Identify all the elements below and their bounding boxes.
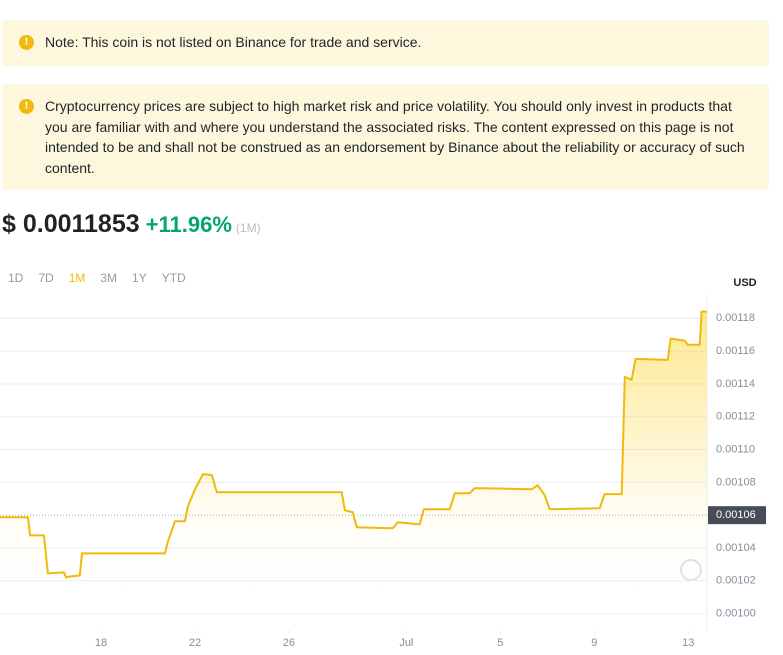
range-tabs: 1D 7D 1M 3M 1Y YTD (8, 271, 201, 285)
x-tick-label: 9 (591, 637, 597, 649)
range-tab[interactable]: 1D (8, 271, 24, 285)
x-tick-label: 26 (283, 637, 295, 649)
y-tick-label: 0.00106 (716, 509, 756, 521)
y-tick-label: 0.00108 (716, 476, 756, 488)
y-tick-label: 0.00100 (716, 608, 756, 620)
x-tick-label: 13 (682, 637, 694, 649)
x-tick-label: 18 (95, 637, 107, 649)
y-axis-label: USD (733, 277, 756, 289)
tick-highlight (708, 506, 766, 525)
price-area (0, 311, 707, 630)
x-tick-label: 5 (497, 637, 503, 649)
note-text: Note: This coin is not listed on Binance… (45, 34, 422, 50)
y-tick-label: 0.00112 (716, 411, 755, 423)
y-tick-label: 0.00116 (716, 345, 755, 357)
y-tick-label: 0.00104 (716, 542, 756, 554)
range-tab[interactable]: 7D (38, 271, 54, 285)
note-box: ! Note: This coin is not listed on Binanc… (2, 20, 769, 66)
price-value: $ 0.0011853 (2, 210, 140, 238)
range-tab[interactable]: YTD (161, 271, 186, 285)
range-tab[interactable]: 1M (68, 271, 86, 285)
price-line (0, 310, 707, 579)
y-tick-label: 0.00110 (716, 443, 755, 455)
price-change: +11.96% (145, 212, 232, 237)
price-row: $ 0.0011853 +11.96% (1M) (2, 210, 261, 239)
y-tick-label: 0.00118 (716, 312, 755, 324)
price-period: (1M) (235, 221, 261, 235)
range-tab[interactable]: 3M (100, 271, 118, 285)
x-tick-label: Jul (399, 637, 413, 649)
y-tick-label: 0.00114 (716, 378, 755, 390)
risk-text: Cryptocurrency prices are subject to hig… (45, 98, 745, 176)
risk-box: ! Cryptocurrency prices are subject to hi… (2, 84, 769, 190)
x-tick-label: 22 (189, 637, 201, 649)
y-tick-label: 0.00102 (716, 575, 756, 587)
range-tab[interactable]: 1Y (132, 271, 147, 285)
